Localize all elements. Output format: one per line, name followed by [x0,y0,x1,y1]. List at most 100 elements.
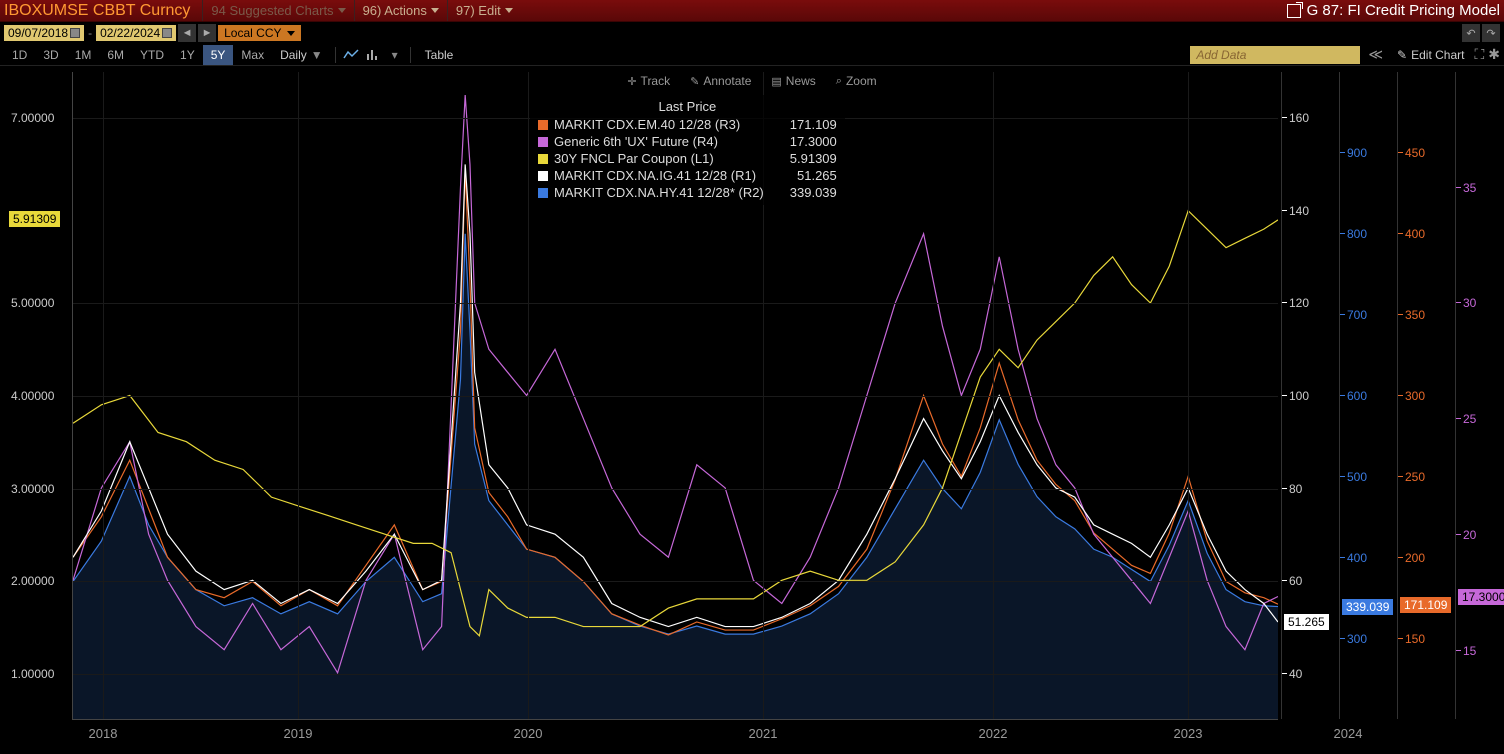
right-axis-marker-r4: 17.3000 [1458,589,1504,605]
right-axis-tick-r1: 40 [1289,667,1302,681]
news-tool[interactable]: ▤News [761,72,825,90]
right-axis-tick-mark [1282,673,1287,674]
track-label: Track [641,74,671,88]
actions-menu[interactable]: 96) Actions [354,0,447,21]
frequency-dropdown[interactable]: Daily ▼ [272,45,331,65]
panel-title: G 87: FI Credit Pricing Model [1307,2,1500,19]
currency-label: Local CCY [224,26,281,40]
legend-series-name: 30Y FNCL Par Coupon (L1) [554,150,714,167]
right-axis-tick-mark [1398,233,1403,234]
panel-link[interactable]: G 87: FI Credit Pricing Model [1287,2,1500,19]
left-axis-tick: 4.00000 [11,389,54,403]
right-axis-tick-mark [1398,557,1403,558]
range-1m-button[interactable]: 1M [67,45,100,65]
track-tool[interactable]: ✛ Track [617,72,680,90]
legend-series-value: 339.039 [770,184,837,201]
undo-button[interactable]: ↶ [1462,24,1480,42]
legend-series-value: 17.3000 [770,133,837,150]
start-date-input[interactable]: 09/07/2018 [4,25,84,41]
right-axis-tick-r2: 800 [1347,227,1367,241]
legend-item[interactable]: MARKIT CDX.NA.IG.41 12/28 (R1)51.265 [538,167,837,184]
right-axis-line [1455,72,1456,719]
date-next-button[interactable]: ► [198,24,216,42]
range-1y-button[interactable]: 1Y [172,45,203,65]
right-axis-marker-r3: 171.109 [1400,597,1451,613]
right-axis-tick-mark [1340,557,1345,558]
range-1d-button[interactable]: 1D [4,45,35,65]
right-axis-tick-r4: 25 [1463,412,1476,426]
x-axis-label: 2023 [1174,726,1203,741]
legend-item[interactable]: 30Y FNCL Par Coupon (L1)5.91309 [538,150,837,167]
range-max-button[interactable]: Max [233,45,272,65]
legend-swatch [538,120,548,130]
legend-item[interactable]: MARKIT CDX.EM.40 12/28 (R3)171.109 [538,116,837,133]
legend-item[interactable]: MARKIT CDX.NA.HY.41 12/28* (R2)339.039 [538,184,837,201]
right-axis-tick-r4: 30 [1463,296,1476,310]
right-axis-tick-r1: 80 [1289,482,1302,496]
legend-series-value: 171.109 [770,116,837,133]
right-axis-tick-r1: 100 [1289,389,1309,403]
chart-type-icon[interactable] [340,45,362,65]
right-axis-tick-r1: 140 [1289,204,1309,218]
gear-icon[interactable]: ✱ [1488,46,1500,63]
chart-settings-icon[interactable] [362,45,384,65]
right-axis-tick-mark [1456,650,1461,651]
left-axis-tick: 5.00000 [11,296,54,310]
divider [335,47,336,63]
left-axis-tick: 3.00000 [11,482,54,496]
series-blue-fill [73,234,1278,719]
legend-item[interactable]: Generic 6th 'UX' Future (R4)17.3000 [538,133,837,150]
redo-button[interactable]: ↷ [1482,24,1500,42]
annotate-tool[interactable]: ✎Annotate [680,72,761,90]
legend-swatch [538,137,548,147]
y-gridline [73,303,1278,304]
y-gridline [73,396,1278,397]
collapse-icon[interactable]: ≪ [1364,46,1387,63]
end-date-input[interactable]: 02/22/2024 [96,25,176,41]
right-axis-tick-r1: 60 [1289,574,1302,588]
zoom-tool[interactable]: ⌕Zoom [826,72,887,90]
edit-menu[interactable]: 97) Edit [447,0,521,21]
right-axis-tick-mark [1340,152,1345,153]
right-axis-tick-mark [1282,395,1287,396]
left-axis-tick: 7.00000 [11,111,54,125]
top-header: IBOXUMSE CBBT Curncy 94 Suggested Charts… [0,0,1504,22]
range-6m-button[interactable]: 6M [99,45,132,65]
right-axis-tick-mark [1340,233,1345,234]
right-axis-tick-mark [1456,534,1461,535]
date-prev-button[interactable]: ◄ [178,24,196,42]
edit-label: 97) Edit [456,3,501,18]
right-axis-tick-r2: 600 [1347,389,1367,403]
expand-icon[interactable]: ⛶ [1474,46,1484,63]
range-3d-button[interactable]: 3D [35,45,66,65]
right-axis-tick-r3: 400 [1405,227,1425,241]
right-axis-marker-r2: 339.039 [1342,599,1393,615]
edit-chart-label: Edit Chart [1411,48,1464,62]
right-axis-tick-r2: 400 [1347,551,1367,565]
crosshair-icon: ✛ [627,75,636,88]
right-axis-tick-mark [1398,476,1403,477]
chevron-down-icon [431,8,439,13]
range-ytd-button[interactable]: YTD [132,45,172,65]
chart-more-dropdown[interactable]: ▾ [384,45,406,65]
right-axis-tick-mark [1340,638,1345,639]
currency-dropdown[interactable]: Local CCY [218,25,301,41]
legend-swatch [538,171,548,181]
left-axis-tick: 2.00000 [11,574,54,588]
start-date-value: 09/07/2018 [8,26,68,40]
add-data-input[interactable]: Add Data [1190,46,1360,64]
suggested-charts-menu[interactable]: 94 Suggested Charts [202,0,353,21]
right-axis-tick-mark [1282,580,1287,581]
right-axis-tick-mark [1398,314,1403,315]
right-axis-tick-r1: 120 [1289,296,1309,310]
table-view-button[interactable]: Table [415,45,464,65]
right-axis-tick-mark [1340,476,1345,477]
right-axis-tick-r2: 700 [1347,308,1367,322]
range-5y-button[interactable]: 5Y [203,45,234,65]
edit-chart-button[interactable]: ✎ Edit Chart [1391,48,1470,62]
right-axis-tick-mark [1282,302,1287,303]
news-icon: ▤ [771,75,781,88]
right-axis-tick-r3: 350 [1405,308,1425,322]
ticker-symbol: IBOXUMSE CBBT Curncy [4,2,202,20]
right-axis-tick-r2: 900 [1347,146,1367,160]
